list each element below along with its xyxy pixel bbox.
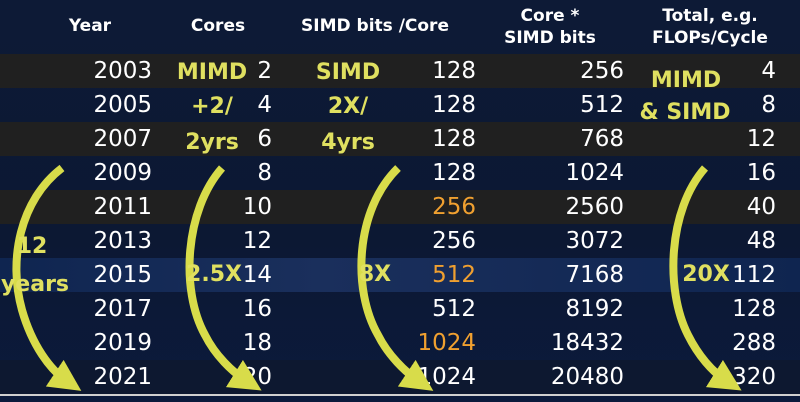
core-simd-cell: 20480	[550, 364, 624, 390]
table-row: 2005 4 128 512 8	[0, 88, 800, 122]
mimd-simd-label-line2: & SIMD	[639, 100, 731, 125]
total-growth-label: 20X	[682, 262, 730, 287]
header-year: Year	[68, 16, 112, 36]
simd-rate-label: 2X/	[327, 94, 369, 119]
mimd-period-label: 2yrs	[185, 130, 239, 155]
year-cell: 2007	[93, 126, 152, 152]
years-arrow	[12, 164, 82, 391]
total-cell: 12	[746, 126, 776, 152]
simd-bits-cell: 128	[432, 160, 476, 186]
simd-bits-cell: 512	[432, 296, 476, 322]
cores-cell: 18	[242, 330, 272, 356]
year-cell: 2015	[93, 262, 152, 288]
core-simd-cell: 7168	[565, 262, 624, 288]
header-core-simd-line1: Core *	[520, 6, 580, 26]
simd-growth-label: 8X	[358, 262, 392, 287]
mimd-label: MIMD	[176, 60, 248, 85]
core-simd-cell: 2560	[565, 194, 624, 220]
simd-bits-cell: 256	[432, 194, 476, 220]
years-unit-label: years	[0, 272, 70, 297]
simd-bits-cell: 128	[432, 92, 476, 118]
total-cell: 40	[746, 194, 776, 220]
simd-bits-cell: 128	[432, 126, 476, 152]
header-simd-bits: SIMD bits /Core	[301, 16, 449, 36]
simd-bits-cell: 256	[432, 228, 476, 254]
total-cell: 48	[746, 228, 776, 254]
year-cell: 2019	[93, 330, 152, 356]
table-row: 2011 10 256 2560 40	[0, 190, 800, 224]
total-cell: 16	[746, 160, 776, 186]
simd-bits-cell: 128	[432, 58, 476, 84]
header-total-line1: Total, e.g.	[662, 6, 758, 26]
cores-cell: 8	[257, 160, 272, 186]
cores-growth-label: 2.5X	[186, 262, 242, 287]
table-row: 2017 16 512 8192 128	[0, 292, 800, 326]
total-cell: 8	[761, 92, 776, 118]
simd-period-label: 4yrs	[321, 130, 375, 155]
total-cell: 112	[732, 262, 776, 288]
cores-cell: 10	[242, 194, 272, 220]
cores-cell: 12	[242, 228, 272, 254]
header-total-line2: FLOPs/Cycle	[652, 28, 768, 48]
core-simd-cell: 8192	[565, 296, 624, 322]
table-row: 2007 6 128 768 12	[0, 122, 800, 156]
table-header: Year Cores SIMD bits /Core Core * SIMD b…	[0, 0, 800, 52]
year-cell: 2013	[93, 228, 152, 254]
year-cell: 2005	[93, 92, 152, 118]
total-cell: 128	[732, 296, 776, 322]
core-simd-cell: 768	[580, 126, 624, 152]
core-simd-cell: 512	[580, 92, 624, 118]
total-cell: 288	[732, 330, 776, 356]
year-cell: 2011	[93, 194, 152, 220]
core-simd-cell: 3072	[565, 228, 624, 254]
mimd-rate-label: +2/	[191, 94, 233, 119]
core-simd-cell: 256	[580, 58, 624, 84]
table-row: 2009 8 128 1024 16	[0, 156, 800, 190]
cores-cell: 14	[242, 262, 272, 288]
year-cell: 2009	[93, 160, 152, 186]
table-row: 2019 18 1024 18432 288	[0, 326, 800, 360]
simd-label: SIMD	[315, 60, 381, 85]
years-count-label: 12	[16, 234, 48, 259]
core-simd-cell: 18432	[550, 330, 624, 356]
cores-cell: 16	[242, 296, 272, 322]
mimd-simd-label-line1: MIMD	[650, 68, 722, 93]
year-cell: 2021	[93, 364, 152, 390]
header-core-simd-line2: SIMD bits	[504, 28, 596, 48]
cores-arrow	[185, 165, 262, 391]
cores-cell: 4	[257, 92, 272, 118]
core-simd-cell: 1024	[565, 160, 624, 186]
header-cores: Cores	[190, 16, 246, 36]
cores-cell: 6	[257, 126, 272, 152]
cores-cell: 2	[257, 58, 272, 84]
total-cell: 4	[761, 58, 776, 84]
year-cell: 2003	[93, 58, 152, 84]
simd-bits-cell: 1024	[417, 330, 476, 356]
total-arrow	[669, 165, 742, 391]
table-row: 2015 14 512 7168 112	[0, 258, 800, 292]
simd-bits-cell: 512	[432, 262, 476, 288]
table-row: 2013 12 256 3072 48	[0, 224, 800, 258]
year-cell: 2017	[93, 296, 152, 322]
table-row: 2003 2 128 256 4	[0, 54, 800, 88]
simd-arrow	[357, 165, 434, 391]
